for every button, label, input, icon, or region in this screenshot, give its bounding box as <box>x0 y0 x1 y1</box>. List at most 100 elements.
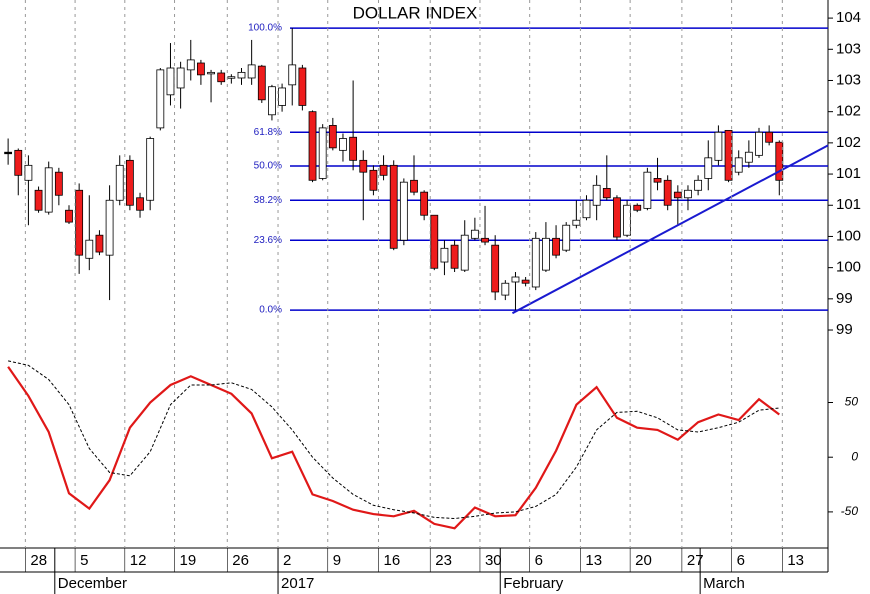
month-label: 2017 <box>281 575 314 592</box>
candle-body <box>704 157 713 179</box>
y-tick-label: 100 <box>836 227 861 244</box>
candle-body <box>755 131 763 156</box>
fib-label: 61.8% <box>254 127 282 138</box>
candle-body <box>389 164 398 249</box>
fib-label: 50.0% <box>254 161 282 172</box>
candle-body <box>643 171 652 209</box>
candle-body <box>592 184 601 206</box>
candle-body <box>268 86 276 116</box>
candle-body <box>24 164 33 181</box>
candle-body <box>501 282 510 296</box>
candle-body <box>247 64 256 79</box>
candle-body <box>14 149 23 176</box>
candle-body <box>552 237 560 256</box>
candle-body <box>115 164 124 201</box>
candle-body <box>75 189 84 256</box>
candle-body <box>146 138 155 201</box>
candle-body <box>257 65 266 101</box>
x-tick-label: 16 <box>383 552 400 569</box>
y-tick-label: 99 <box>836 321 853 338</box>
candle-body <box>562 224 571 251</box>
candle-body <box>521 279 530 284</box>
candle-body <box>602 188 611 199</box>
x-tick-label: 6 <box>535 552 543 569</box>
candle-body <box>470 229 479 239</box>
candle-body <box>95 234 104 253</box>
candle-body <box>694 179 703 191</box>
candle-body <box>54 171 63 196</box>
y-tick-label: 103 <box>836 40 861 57</box>
candle-body <box>65 209 73 223</box>
candle-body <box>217 72 226 83</box>
candle-body <box>734 157 743 173</box>
candle-body <box>278 87 286 106</box>
candle-body <box>673 191 682 199</box>
trendline <box>511 144 829 315</box>
y-tick-label: 0 <box>851 449 858 463</box>
candle-body <box>369 169 378 191</box>
candle-body <box>633 204 642 211</box>
y-tick-label: 102 <box>836 103 861 120</box>
candle-body <box>207 71 215 75</box>
fib-label: 0.0% <box>259 305 282 316</box>
candle-body <box>653 178 662 183</box>
candle-body <box>136 197 144 211</box>
y-tick-label: 101 <box>836 165 861 182</box>
y-tick-label: 104 <box>836 9 861 26</box>
candle-body <box>765 131 774 143</box>
x-tick-label: 23 <box>435 552 452 569</box>
candle-body <box>197 62 205 76</box>
candle-body <box>582 199 591 219</box>
x-tick-label: 13 <box>585 552 602 569</box>
candle-body <box>328 124 337 149</box>
candle-body <box>308 111 317 181</box>
chart-title: DOLLAR INDEX <box>353 3 478 22</box>
candle-body <box>379 164 388 176</box>
candle-body <box>237 71 246 79</box>
candle-body <box>105 199 114 256</box>
y-tick-label: 101 <box>836 196 861 213</box>
y-tick-label: -50 <box>841 504 859 518</box>
month-label: December <box>58 575 127 592</box>
x-tick-label: 13 <box>787 552 804 569</box>
x-tick-label: 20 <box>635 552 652 569</box>
candle-body <box>349 136 358 161</box>
candle-body <box>4 151 13 155</box>
candle-body <box>156 69 165 129</box>
candle-body <box>339 138 347 151</box>
candle-body <box>399 181 408 241</box>
candle-body <box>318 127 327 179</box>
candle-body <box>44 167 53 213</box>
candle-body <box>186 59 195 71</box>
x-tick-label: 28 <box>30 552 47 569</box>
candle-body <box>288 64 297 86</box>
candle-body <box>613 197 621 238</box>
candle-body <box>359 159 368 173</box>
oscillator-line <box>7 360 780 520</box>
oscillator-line <box>7 366 780 530</box>
candle-body <box>511 276 520 283</box>
x-tick-label: 26 <box>232 552 249 569</box>
x-tick-label: 19 <box>180 552 197 569</box>
candle-body <box>176 67 185 89</box>
candle-body <box>744 151 753 163</box>
candle-body <box>714 131 723 161</box>
candle-body <box>166 67 175 96</box>
x-tick-label: 2 <box>283 552 291 569</box>
x-tick-label: 5 <box>80 552 88 569</box>
candle-body <box>125 159 134 206</box>
candle-body <box>440 247 449 263</box>
candle-body <box>663 179 672 206</box>
candle-body <box>227 76 236 79</box>
x-tick-label: 12 <box>130 552 147 569</box>
candle-body <box>34 189 43 211</box>
candle-body <box>531 237 540 288</box>
fib-label: 38.2% <box>254 195 282 206</box>
candle-body <box>491 244 500 293</box>
y-tick-label: 99 <box>836 290 853 307</box>
candle-body <box>684 189 692 199</box>
x-tick-label: 30 <box>485 552 502 569</box>
candle-body <box>542 237 550 271</box>
candle-body <box>481 237 489 243</box>
